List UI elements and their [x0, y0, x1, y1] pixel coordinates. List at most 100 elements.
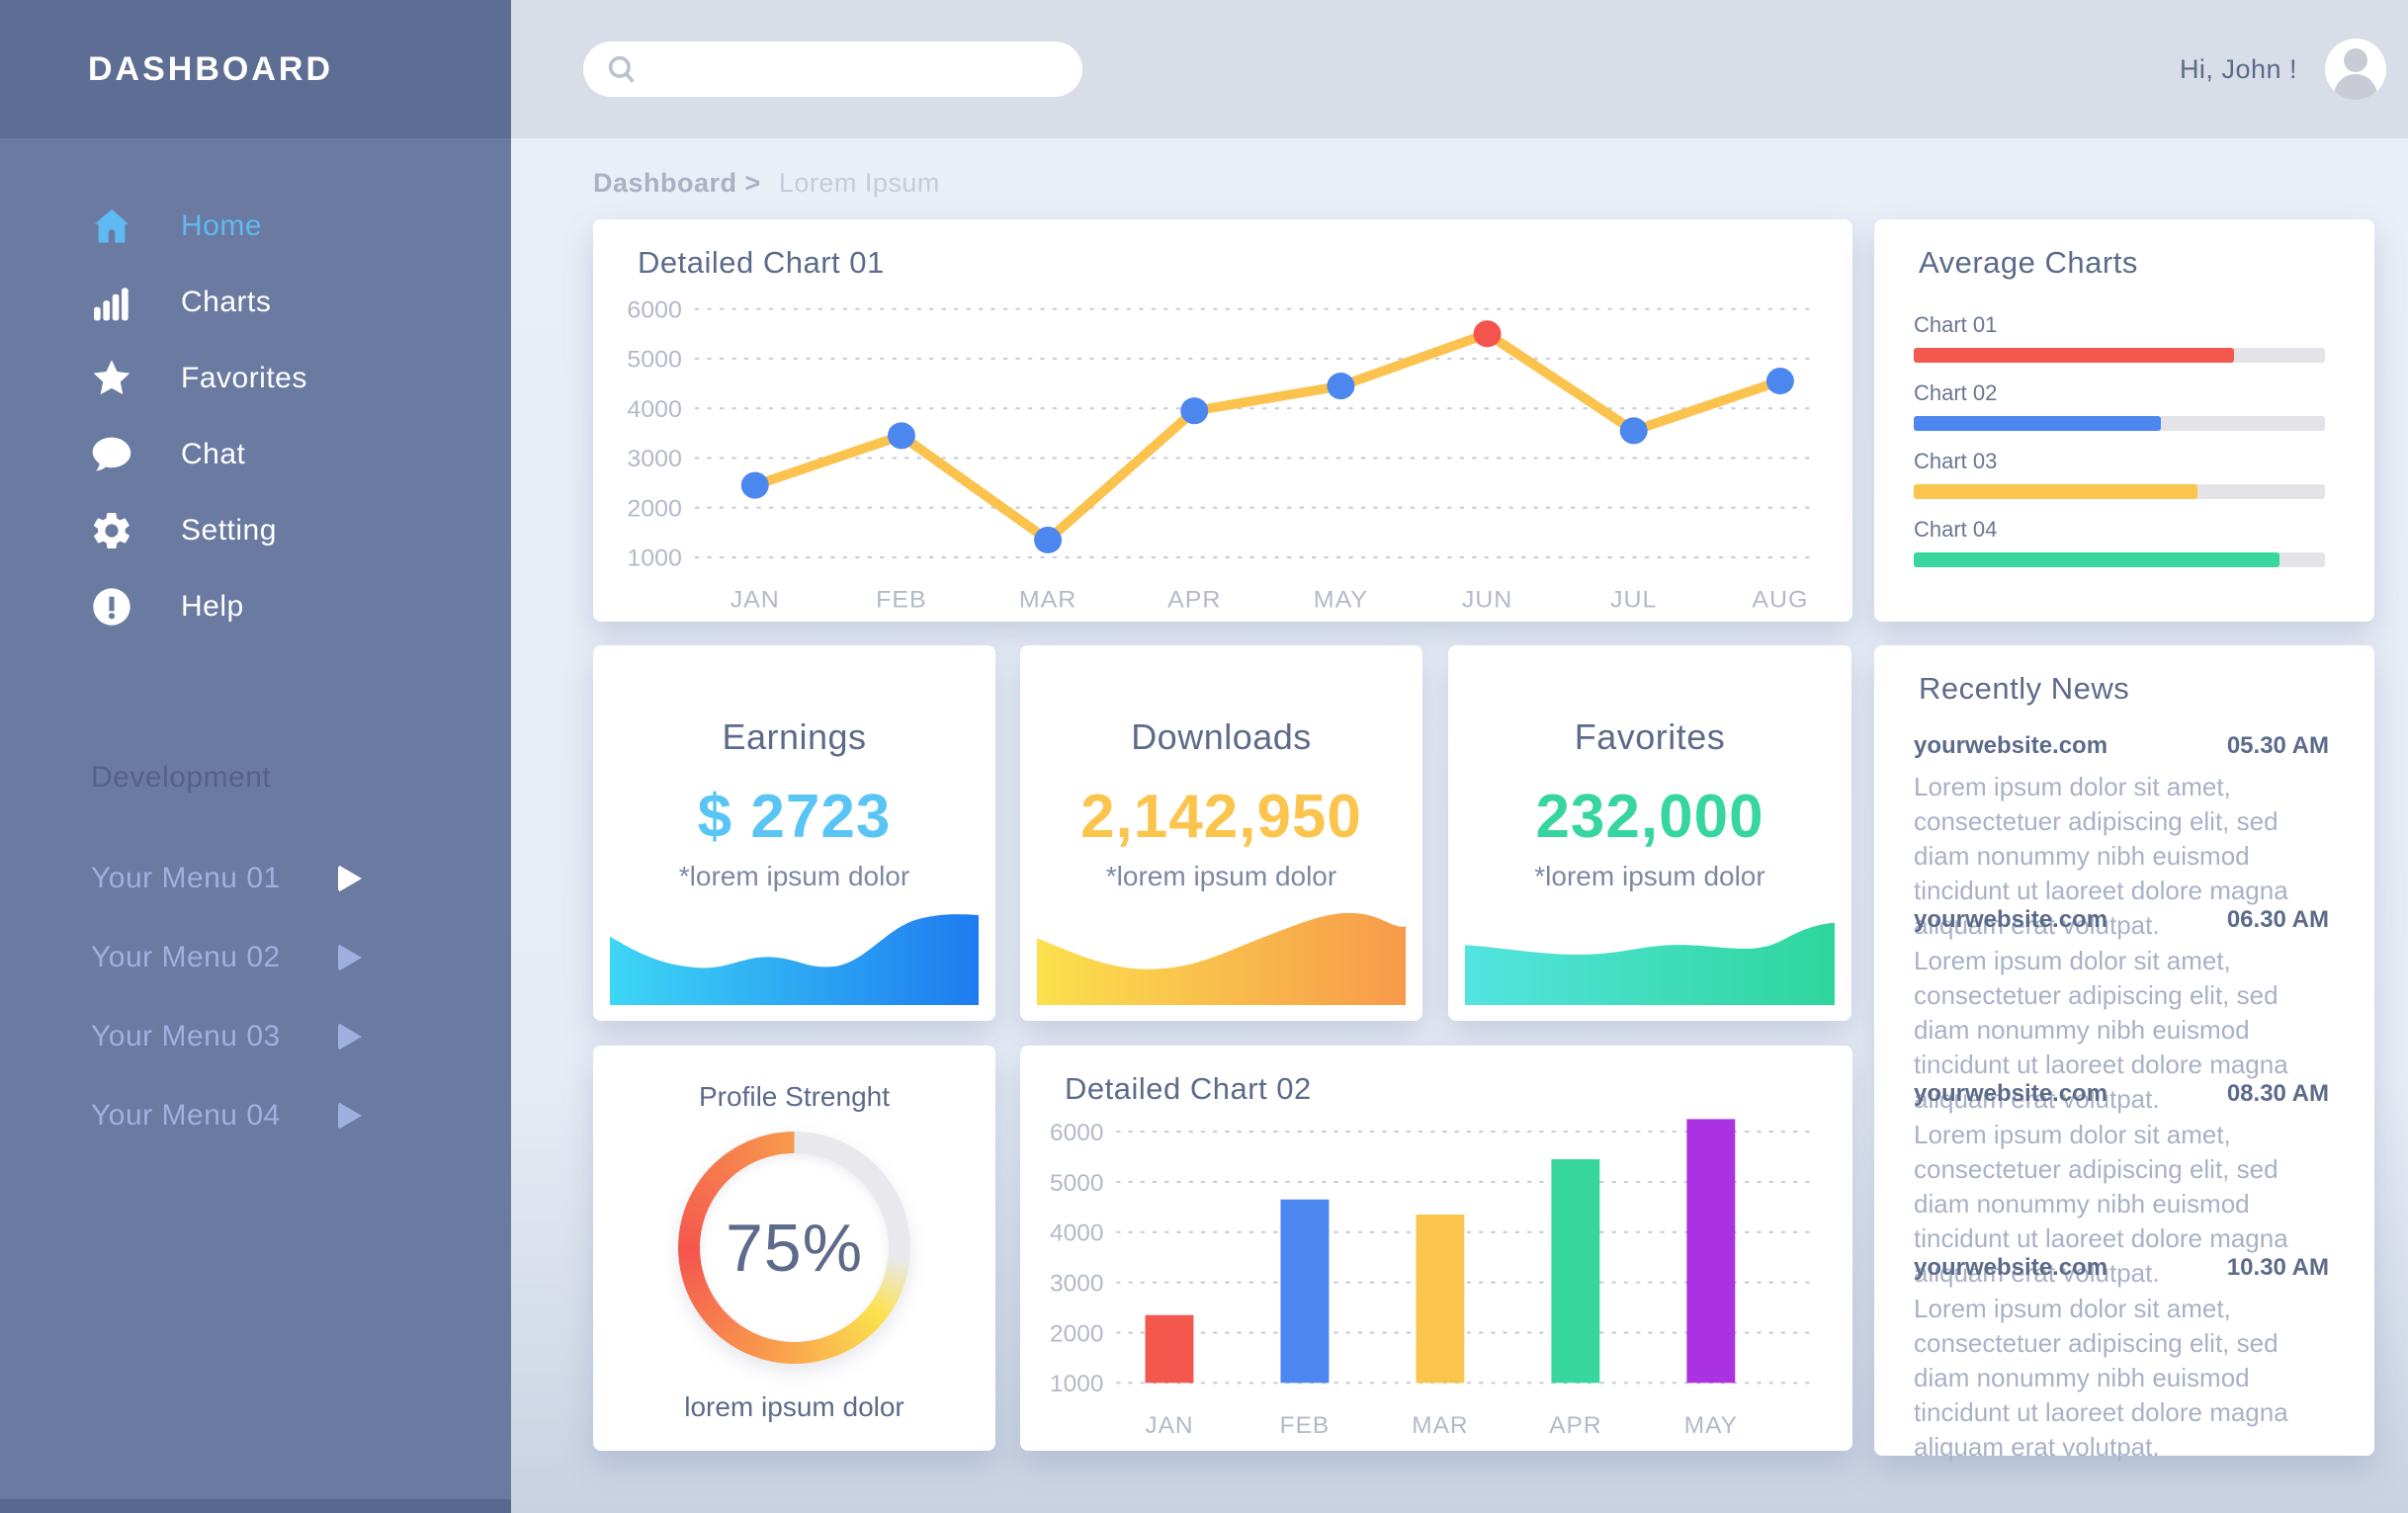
sidebar-dev-item-1[interactable]: Your Menu 01 — [0, 839, 511, 918]
average-row-label: Chart 01 — [1914, 312, 1998, 337]
downloads-note: *lorem ipsum dolor — [1105, 861, 1337, 891]
news-list: yourwebsite.com 05.30 AM Lorem ipsum dolor… — [1914, 732, 2329, 1462]
sidebar-menu: Home Charts Favorites Chat Setting Help — [0, 138, 511, 644]
profile-strength-card: Profile Strenght 75% lorem ipsum dolor — [593, 1046, 995, 1451]
recently-news-title: Recently News — [1919, 671, 2130, 706]
sidebar-item-setting[interactable]: Setting — [0, 492, 511, 568]
line-chart: 6000 5000 4000 3000 2000 1000 JAN FEB MAR APR MAY J… — [627, 297, 1811, 614]
news-source-link[interactable]: yourwebsite.com — [1914, 1254, 2108, 1281]
svg-text:MAY: MAY — [1314, 587, 1368, 614]
app-title: DASHBOARD — [88, 49, 333, 88]
news-text: Lorem ipsum dolor sit amet, consectetuer… — [1914, 772, 2288, 940]
sidebar-section-title: Development — [91, 761, 272, 794]
dev-item-label: Your Menu 03 — [91, 1020, 281, 1052]
news-item: yourwebsite.com 06.30 AM Lorem ipsum dolor… — [1914, 906, 2329, 1114]
svg-text:MAR: MAR — [1412, 1412, 1468, 1439]
sidebar-dev-item-3[interactable]: Your Menu 03 — [0, 997, 511, 1076]
news-time: 10.30 AM — [2226, 1254, 2329, 1281]
sidebar-item-label: Setting — [181, 513, 277, 546]
detailed-chart-02-card: Detailed Chart 02 6000 5000 4000 3000 2000 10… — [1020, 1046, 1852, 1451]
help-icon — [89, 584, 134, 630]
sidebar-dev-item-4[interactable]: Your Menu 04 — [0, 1076, 511, 1155]
sidebar-item-favorites[interactable]: Favorites — [0, 340, 511, 416]
favorites-note: *lorem ipsum dolor — [1534, 861, 1765, 891]
svg-text:4000: 4000 — [627, 396, 681, 423]
favorites-title: Favorites — [1574, 716, 1726, 757]
star-icon — [89, 356, 134, 401]
earnings-wave-chart — [610, 902, 979, 1005]
svg-text:AUG: AUG — [1752, 587, 1808, 614]
user-area: Hi, John ! — [2180, 0, 2386, 138]
dev-item-label: Your Menu 04 — [91, 1099, 281, 1132]
sidebar-item-label: Home — [181, 209, 263, 242]
news-item: yourwebsite.com 08.30 AM Lorem ipsum dolor… — [1914, 1080, 2329, 1288]
news-time: 08.30 AM — [2226, 1080, 2329, 1107]
sidebar-item-label: Help — [181, 589, 244, 623]
chart01-title: Detailed Chart 01 — [638, 245, 885, 280]
news-source-link[interactable]: yourwebsite.com — [1914, 906, 2108, 933]
svg-text:JAN: JAN — [731, 587, 780, 614]
earnings-card: Earnings $ 2723 *lorem ipsum dolor — [593, 645, 995, 1021]
gear-icon — [89, 508, 134, 553]
dev-item-label: Your Menu 01 — [91, 862, 281, 894]
favorites-value: 232,000 — [1535, 783, 1764, 851]
svg-text:MAY: MAY — [1684, 1412, 1738, 1439]
search-bar[interactable] — [583, 42, 1082, 97]
average-row-label: Chart 02 — [1914, 380, 1998, 405]
progress-track — [1914, 416, 2325, 431]
dev-item-label: Your Menu 02 — [91, 941, 281, 973]
user-avatar[interactable] — [2325, 39, 2386, 100]
progress-fill — [1914, 416, 2161, 431]
chart02-title: Detailed Chart 02 — [1065, 1071, 1312, 1106]
news-time: 06.30 AM — [2226, 906, 2329, 933]
downloads-wave-chart — [1037, 902, 1406, 1005]
sidebar-item-charts[interactable]: Charts — [0, 264, 511, 340]
recently-news-card: Recently News yourwebsite.com 05.30 AM Lor… — [1874, 645, 2374, 1462]
downloads-value: 2,142,950 — [1080, 783, 1362, 851]
svg-text:3000: 3000 — [627, 447, 681, 473]
svg-text:1000: 1000 — [627, 546, 681, 572]
news-source-link[interactable]: yourwebsite.com — [1914, 1080, 2108, 1107]
downloads-card: Downloads 2,142,950 *lorem ipsum dolor — [1020, 645, 1422, 1021]
sidebar: DASHBOARD Home Charts Favorites Chat Setting… — [0, 0, 511, 1513]
profile-donut-chart: 75% — [678, 1132, 910, 1364]
svg-text:FEB: FEB — [876, 587, 926, 614]
news-text: Lorem ipsum dolor sit amet, consectetuer… — [1914, 1294, 2288, 1462]
user-greeting: Hi, John ! — [2179, 53, 2297, 84]
sidebar-item-label: Charts — [181, 285, 272, 318]
profile-strength-title: Profile Strenght — [699, 1081, 890, 1112]
average-charts-card: Average Charts Chart 01 Chart 02 Chart 03 C… — [1874, 219, 2374, 622]
sidebar-dev-item-2[interactable]: Your Menu 02 — [0, 918, 511, 997]
chat-bubble-icon — [89, 432, 134, 477]
news-time: 05.30 AM — [2226, 732, 2329, 759]
earnings-title: Earnings — [722, 716, 867, 757]
average-row-label: Chart 03 — [1914, 449, 1998, 473]
sidebar-header: DASHBOARD — [0, 0, 511, 138]
svg-text:4000: 4000 — [1050, 1220, 1103, 1247]
sidebar-item-help[interactable]: Help — [0, 568, 511, 644]
progress-track — [1914, 484, 2325, 499]
breadcrumb: Dashboard > Lorem Ipsum — [593, 168, 940, 199]
breadcrumb-section[interactable]: Dashboard > — [593, 168, 761, 198]
downloads-title: Downloads — [1131, 716, 1312, 757]
favorites-card: Favorites 232,000 *lorem ipsum dolor — [1448, 645, 1851, 1021]
sidebar-item-chat[interactable]: Chat — [0, 416, 511, 492]
search-input[interactable] — [652, 52, 1073, 86]
sidebar-item-label: Favorites — [181, 361, 307, 394]
svg-text:JAN: JAN — [1145, 1412, 1193, 1439]
svg-text:5000: 5000 — [1050, 1170, 1103, 1197]
breadcrumb-page: Lorem Ipsum — [778, 168, 940, 198]
home-icon — [89, 204, 134, 249]
profile-donut-hole: 75% — [700, 1153, 889, 1342]
average-chart-row: Chart 04 — [1914, 509, 2325, 577]
sidebar-item-home[interactable]: Home — [0, 188, 511, 264]
news-text: Lorem ipsum dolor sit amet, consectetuer… — [1914, 946, 2288, 1114]
main-content: Dashboard > Lorem Ipsum Detailed Chart 0… — [511, 138, 2408, 1513]
progress-track — [1914, 348, 2325, 363]
news-source-link[interactable]: yourwebsite.com — [1914, 732, 2108, 759]
earnings-note: *lorem ipsum dolor — [678, 861, 910, 891]
news-text: Lorem ipsum dolor sit amet, consectetuer… — [1914, 1120, 2288, 1288]
play-icon — [337, 865, 362, 892]
profile-percent: 75% — [725, 1210, 864, 1286]
progress-track — [1914, 552, 2325, 567]
